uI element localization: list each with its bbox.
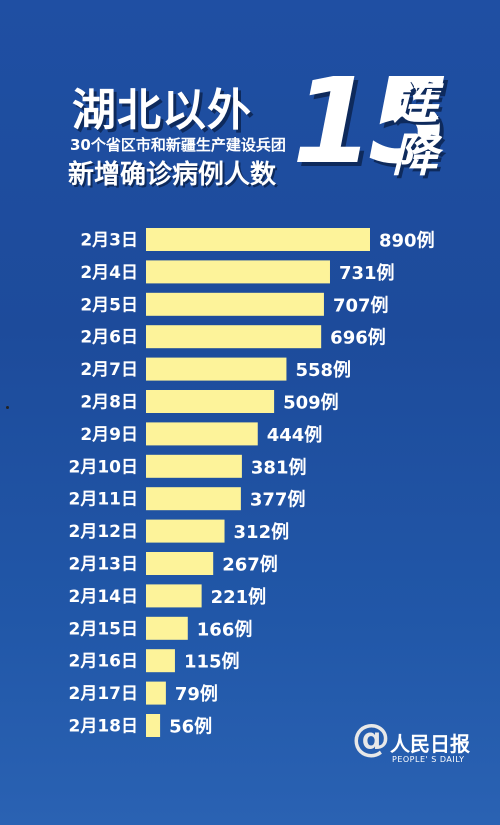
value-label: 558例 <box>295 359 351 381</box>
bar <box>146 325 322 349</box>
category-label: 2月16日 <box>69 652 139 672</box>
side-char-jiang: 降 <box>392 127 438 182</box>
category-label: 2月13日 <box>69 555 139 575</box>
category-label: 2月12日 <box>69 522 139 542</box>
value-label: 444例 <box>267 424 323 446</box>
value-label: 696例 <box>330 327 386 349</box>
bar <box>146 519 225 543</box>
category-label: 2月18日 <box>69 717 139 737</box>
bar <box>146 292 324 316</box>
category-label: 2月5日 <box>80 295 138 315</box>
bar <box>146 584 202 608</box>
value-label: 890例 <box>379 230 435 252</box>
at-icon: @ <box>352 716 390 760</box>
side-char-lian: 连 <box>392 75 438 129</box>
bar <box>146 422 258 446</box>
bar <box>146 552 214 575</box>
category-label: 2月17日 <box>69 684 139 704</box>
value-label: 381例 <box>251 456 307 478</box>
value-label: 166例 <box>197 618 253 640</box>
value-label: 312例 <box>234 521 290 543</box>
category-label: 2月14日 <box>69 587 139 607</box>
category-label: 2月4日 <box>80 263 138 283</box>
bar <box>146 616 188 640</box>
category-label: 2月15日 <box>69 619 139 639</box>
value-label: 509例 <box>283 392 339 414</box>
category-label: 2月10日 <box>69 457 139 477</box>
bar <box>146 260 330 284</box>
bar <box>146 454 242 478</box>
side-chars: 连 降 <box>392 76 438 182</box>
logo-name-en: PEOPLE' S DAILY <box>392 755 465 764</box>
bar <box>146 649 175 673</box>
category-label: 2月9日 <box>80 425 138 445</box>
bar <box>146 357 287 381</box>
value-label: 707例 <box>333 294 389 316</box>
logo-name-cn: 人民日报 <box>390 732 470 756</box>
value-label: 115例 <box>184 651 240 673</box>
value-label: 731例 <box>339 262 395 284</box>
value-label: 267例 <box>222 554 278 576</box>
bar <box>146 681 166 705</box>
bar <box>146 390 275 413</box>
value-label: 377例 <box>250 489 306 511</box>
category-label: 2月3日 <box>80 231 138 251</box>
secondary-title: 新增确诊病例人数 <box>68 160 277 190</box>
main-title: 湖北以外 <box>72 85 252 136</box>
value-label: 221例 <box>211 586 267 608</box>
category-label: 2月7日 <box>80 360 138 380</box>
category-label: 2月8日 <box>80 393 138 413</box>
peoples-daily-logo: @ 人民日报 PEOPLE' S DAILY <box>352 719 472 769</box>
category-label: 2月6日 <box>80 328 138 348</box>
bar <box>146 487 241 511</box>
value-label: 56例 <box>169 716 212 738</box>
big-number: 15 <box>292 52 450 190</box>
category-label: 2月11日 <box>69 490 139 510</box>
subtitle: 30个省区市和新疆生产建设兵团 <box>70 136 286 154</box>
stray-dot <box>6 406 9 409</box>
bar <box>146 714 161 737</box>
value-label: 79例 <box>175 683 218 705</box>
bar <box>146 228 370 251</box>
